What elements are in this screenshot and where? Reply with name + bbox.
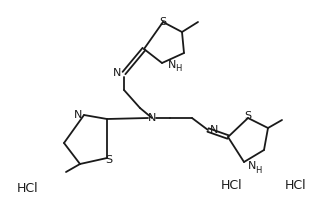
- Text: H: H: [255, 165, 261, 174]
- Text: N: N: [148, 113, 156, 123]
- Text: S: S: [160, 17, 167, 27]
- Text: H: H: [175, 64, 181, 73]
- Text: N: N: [113, 68, 121, 78]
- Text: N: N: [74, 110, 82, 120]
- Text: N: N: [168, 60, 176, 70]
- Text: HCl: HCl: [17, 182, 39, 194]
- Text: S: S: [106, 155, 113, 165]
- Text: HCl: HCl: [221, 178, 243, 191]
- Text: HCl: HCl: [285, 178, 307, 191]
- Text: N: N: [210, 125, 218, 135]
- Text: N: N: [248, 161, 256, 171]
- Text: S: S: [244, 111, 252, 121]
